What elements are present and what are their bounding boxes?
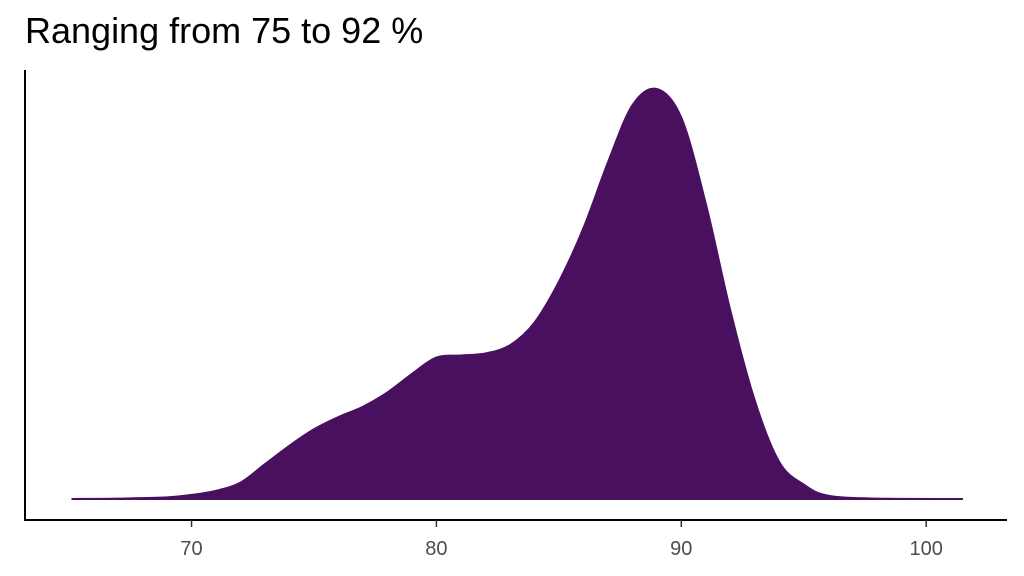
x-tick-label: 100 bbox=[909, 538, 942, 560]
chart-title: Ranging from 75 to 92 % bbox=[25, 10, 424, 51]
x-tick-label: 80 bbox=[425, 538, 447, 560]
density-area bbox=[71, 87, 963, 500]
x-tick-label: 70 bbox=[180, 538, 202, 560]
x-tick-label: 90 bbox=[670, 538, 692, 560]
